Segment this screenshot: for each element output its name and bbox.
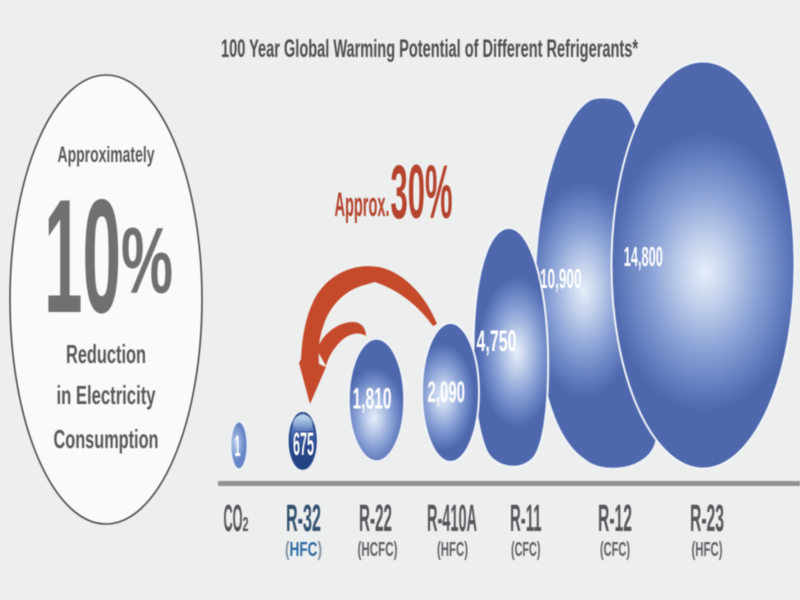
svg-text:10: 10 xyxy=(44,166,121,347)
svg-text:R-32: R-32 xyxy=(286,498,321,540)
svg-text:30%: 30% xyxy=(391,150,453,235)
svg-text:Approximately: Approximately xyxy=(58,142,155,167)
svg-text:10,900: 10,900 xyxy=(540,263,582,294)
svg-text:(HFC): (HFC) xyxy=(285,539,322,561)
svg-text:R-23: R-23 xyxy=(690,498,724,540)
svg-text:(CFC): (CFC) xyxy=(511,539,541,561)
svg-text:2,090: 2,090 xyxy=(428,376,466,409)
svg-text:%: % xyxy=(121,208,173,313)
svg-text:1,810: 1,810 xyxy=(353,383,392,416)
svg-text:CO2: CO2 xyxy=(224,498,249,540)
svg-text:100 Year Global Warming Potent: 100 Year Global Warming Potential of Dif… xyxy=(221,35,638,63)
svg-text:R-410A: R-410A xyxy=(427,498,477,540)
svg-text:Consumption: Consumption xyxy=(54,424,159,454)
svg-text:in Electricity: in Electricity xyxy=(57,380,156,410)
svg-text:R-22: R-22 xyxy=(359,498,392,540)
svg-text:(HCFC): (HCFC) xyxy=(358,539,398,561)
svg-text:Reduction: Reduction xyxy=(66,339,146,369)
svg-text:Approx.: Approx. xyxy=(335,186,390,224)
svg-text:14,800: 14,800 xyxy=(624,241,663,272)
svg-text:R-11: R-11 xyxy=(510,498,542,540)
svg-text:675: 675 xyxy=(293,426,314,462)
svg-text:(HFC): (HFC) xyxy=(437,539,468,561)
svg-text:R-12: R-12 xyxy=(598,498,632,540)
svg-text:(CFC): (CFC) xyxy=(600,539,630,561)
svg-text:4,750: 4,750 xyxy=(477,325,517,358)
svg-text:(HFC): (HFC) xyxy=(692,539,723,561)
svg-text:1: 1 xyxy=(235,430,241,463)
